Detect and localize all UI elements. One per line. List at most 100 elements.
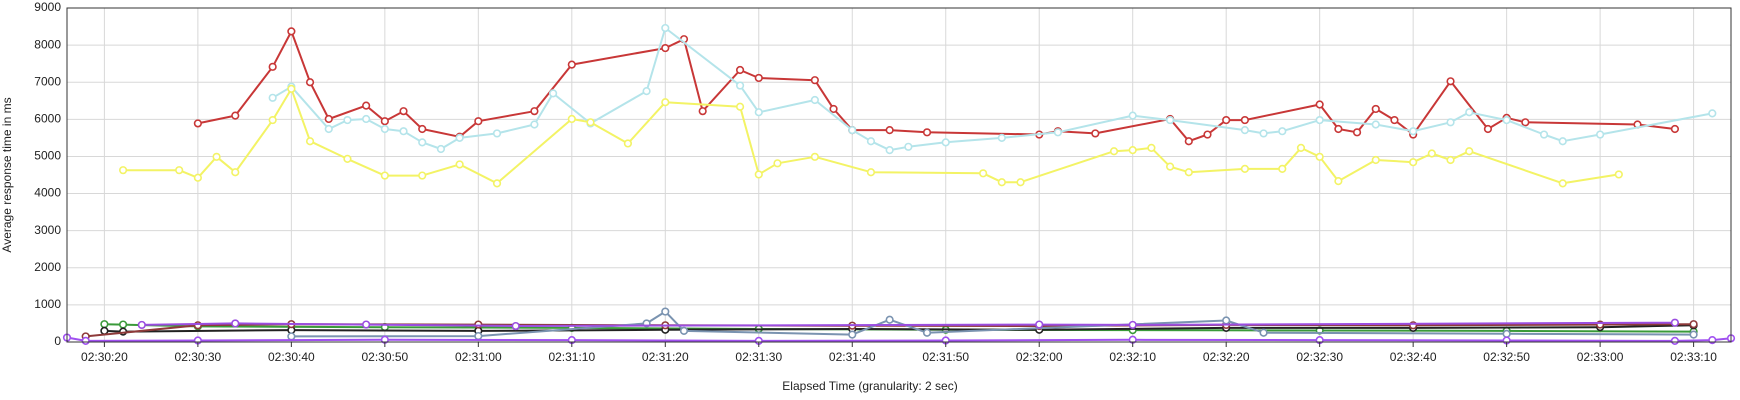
data-point [735, 81, 745, 90]
data-point [885, 146, 894, 155]
data-point [1614, 170, 1623, 179]
data-point [866, 137, 876, 146]
y-tick-label: 9000 [34, 0, 61, 14]
data-point [305, 78, 315, 87]
data-point [1446, 77, 1455, 86]
y-tick-label: 2000 [34, 260, 61, 274]
data-point [979, 169, 988, 178]
data-point [1409, 158, 1418, 167]
data-point [698, 107, 707, 116]
x-tick-label: 02:32:00 [1016, 350, 1063, 364]
data-point [455, 133, 464, 142]
data-point [231, 168, 240, 177]
data-point [418, 138, 427, 147]
data-point [474, 117, 483, 126]
data-point [1035, 320, 1044, 329]
data-point [1558, 179, 1567, 188]
data-point [1483, 124, 1493, 134]
y-tick-label: 4000 [34, 186, 61, 200]
data-point [418, 124, 427, 134]
data-point [1446, 155, 1455, 165]
data-point [1240, 125, 1249, 135]
data-point [754, 73, 763, 83]
data-point [530, 107, 539, 116]
data-point [642, 87, 651, 96]
data-point [1371, 120, 1380, 129]
y-tick-label: 7000 [34, 74, 61, 88]
data-point [885, 125, 894, 135]
data-point [1222, 316, 1231, 325]
data-point [492, 179, 502, 188]
data-point [268, 62, 277, 71]
data-point [175, 166, 184, 175]
x-tick-label: 02:31:20 [642, 350, 689, 364]
data-point [1128, 111, 1137, 120]
data-point [511, 321, 520, 331]
data-point [1016, 178, 1025, 187]
data-point [679, 326, 689, 335]
data-point [754, 108, 763, 117]
data-point [1390, 115, 1399, 125]
x-tick-label: 02:31:10 [548, 350, 595, 364]
x-tick-label: 02:31:00 [455, 350, 502, 364]
data-point [1259, 129, 1268, 138]
data-point [1259, 328, 1268, 337]
data-point [455, 160, 464, 169]
data-point [343, 154, 352, 163]
data-point [586, 118, 595, 127]
x-tick-label: 02:30:20 [81, 350, 128, 364]
data-point [324, 114, 333, 124]
data-point [848, 330, 857, 339]
data-point [1502, 115, 1511, 125]
data-point [324, 124, 333, 134]
data-point [118, 166, 128, 175]
x-tick-label: 02:32:50 [1483, 350, 1530, 364]
data-point [1315, 152, 1324, 161]
data-point [1465, 108, 1474, 117]
data-point [492, 129, 502, 138]
data-point [1465, 147, 1474, 156]
data-point [1502, 329, 1511, 338]
data-point [1334, 177, 1343, 186]
data-point [81, 336, 90, 345]
data-point [418, 171, 427, 180]
y-axis-title: Average response time in ms [0, 97, 14, 252]
data-point [1240, 164, 1249, 173]
x-axis-title: Elapsed Time (granularity: 2 sec) [782, 379, 957, 393]
data-point [773, 159, 782, 168]
data-point [997, 178, 1006, 187]
data-point [1091, 129, 1100, 138]
data-point [1128, 146, 1137, 155]
data-point [1352, 128, 1362, 137]
data-point [118, 320, 128, 329]
data-point [212, 152, 221, 161]
data-point [810, 95, 819, 105]
x-tick-label: 02:32:20 [1203, 350, 1250, 364]
data-point [1670, 336, 1680, 345]
data-point [1334, 124, 1343, 134]
x-tick-label: 02:31:50 [922, 350, 969, 364]
data-point [1409, 127, 1418, 136]
data-point [268, 93, 277, 102]
data-point [1539, 130, 1549, 139]
data-point [1371, 104, 1380, 114]
series-line [272, 27, 1713, 152]
data-point [100, 326, 109, 335]
data-point [922, 128, 932, 137]
data-point [1558, 137, 1567, 146]
series-line [123, 87, 1619, 185]
data-point [1371, 155, 1380, 165]
data-point [941, 138, 950, 147]
data-point [1222, 115, 1231, 125]
data-point [1278, 164, 1287, 173]
y-tick-label: 3000 [34, 223, 61, 237]
data-point [1670, 124, 1680, 134]
x-tick-label: 02:33:10 [1670, 350, 1717, 364]
data-point [661, 43, 670, 53]
data-point [1109, 147, 1119, 156]
x-tick-label: 02:32:40 [1390, 350, 1437, 364]
data-point [1446, 118, 1455, 127]
data-point [1147, 143, 1156, 153]
plot-frame [66, 7, 1732, 343]
